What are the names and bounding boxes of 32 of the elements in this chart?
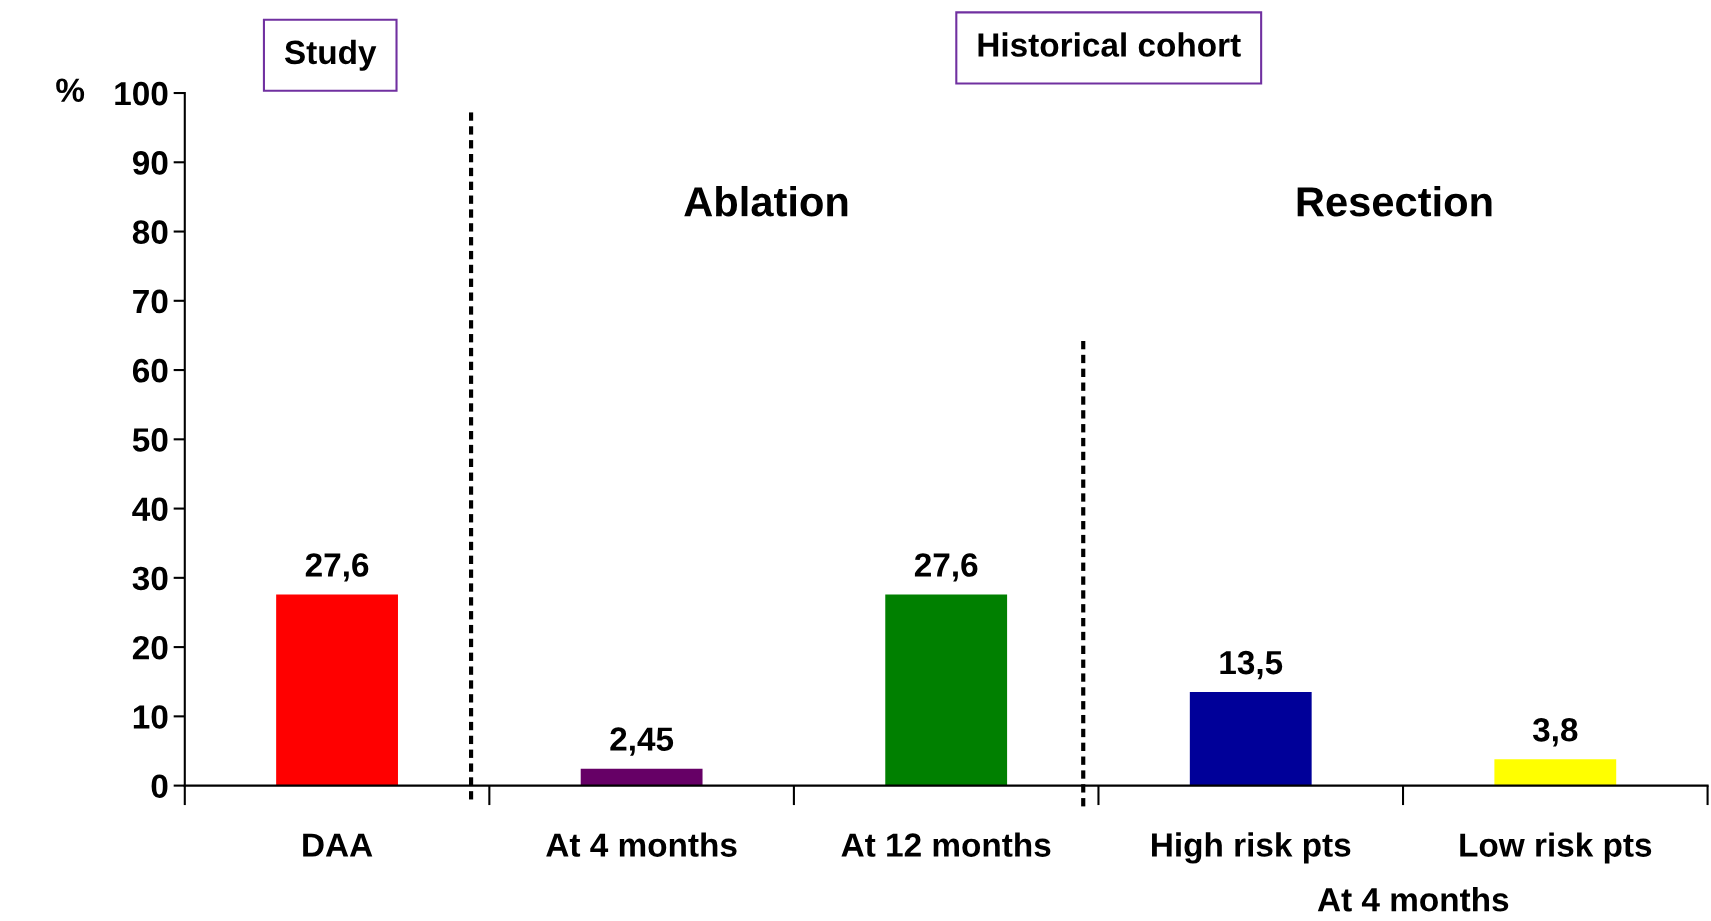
x-tick-label: At 4 months [546, 832, 737, 857]
text: Historical cohort [978, 32, 1241, 57]
y-tick-label: 80 [132, 220, 168, 244]
bar [580, 768, 703, 786]
y-tick-label: 40 [132, 497, 168, 521]
data-label: 13,5 [1220, 650, 1283, 680]
data-label: 2,45 [610, 727, 674, 756]
y-axis-title: % [56, 78, 85, 102]
annotation: Ablation [684, 185, 848, 217]
annotation: Resection [1297, 185, 1492, 217]
y-tick-label: 100 [115, 81, 168, 106]
y-tick-label: 30 [132, 566, 168, 591]
y-tick-label: 0 [151, 774, 168, 799]
bar [1494, 759, 1617, 786]
data-label: 27,6 [914, 553, 978, 582]
y-tick-label: 60 [132, 358, 168, 383]
y-tick-label: 90 [132, 151, 168, 175]
x-tick-label: DAA [303, 833, 373, 857]
bar [885, 594, 1008, 786]
x-tick-label: High risk pts [1152, 832, 1351, 864]
y-tick-label: 20 [132, 635, 168, 660]
data-label: 3,8 [1532, 717, 1578, 747]
y-tick-label: 10 [133, 705, 168, 729]
text: Study [284, 39, 377, 71]
text: At 4 months [1317, 887, 1509, 912]
x-tick-label: Low risk pts [1460, 832, 1652, 864]
y-tick-label: 50 [132, 428, 168, 452]
data-label: 27,6 [305, 553, 369, 582]
bar [1189, 692, 1312, 786]
y-tick-label: 70 [133, 289, 168, 314]
bar [276, 594, 398, 786]
x-tick-label: At 12 months [841, 832, 1051, 857]
